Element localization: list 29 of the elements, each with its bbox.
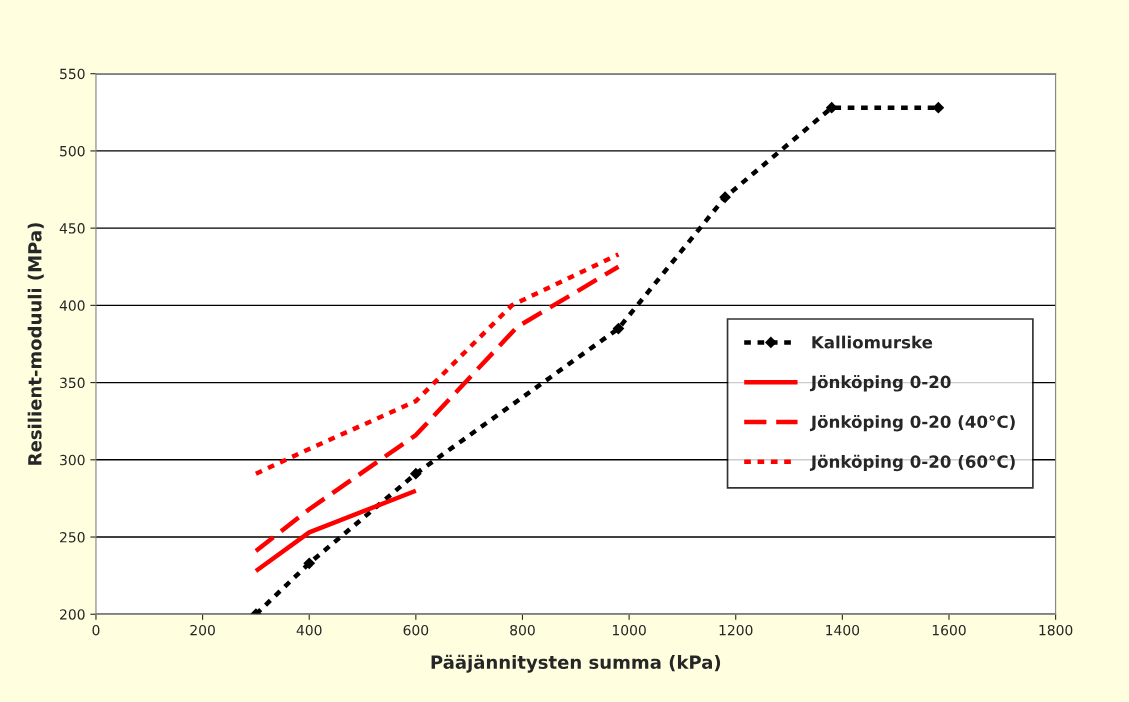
x-tick-label: 0	[92, 624, 100, 636]
y-tick-label: 550	[60, 68, 85, 80]
legend-label: Jönköping 0-20	[809, 375, 951, 392]
x-tick-label: 600	[403, 624, 429, 636]
x-tick-label: 400	[296, 624, 322, 636]
legend-label: Jönköping 0-20 (40°C)	[809, 414, 1015, 432]
point	[303, 557, 316, 570]
y-tick-label: 450	[59, 223, 85, 234]
legend-label: Jönköping 0-20 (60°C)	[809, 454, 1015, 472]
y-tick-label: 500	[60, 145, 85, 157]
y-tick-label: 400	[59, 300, 85, 311]
x-tick-label: 1400	[826, 624, 860, 636]
y-tick-label: 300	[60, 454, 85, 466]
legend-label: Kalliomurske	[812, 335, 933, 349]
y-tick-label: 250	[60, 532, 85, 543]
y-axis-title: Resilient-moduuli (MPa)	[27, 223, 44, 465]
y-tick-label: 200	[60, 609, 85, 620]
line-series	[253, 252, 621, 476]
x-tick-label: 1000	[612, 624, 646, 636]
y-tick-label: 350	[60, 377, 85, 389]
x-tick-label: 1600	[932, 624, 966, 636]
point	[719, 191, 731, 204]
x-tick-label: 1200	[719, 624, 753, 636]
x-tick-label: 200	[190, 624, 215, 636]
x-tick-label: 1800	[1039, 624, 1073, 636]
x-tick-label: 800	[510, 624, 535, 636]
point	[409, 467, 422, 480]
x-axis-title: Pääjännitysten summa (kPa)	[431, 654, 721, 673]
line-series	[253, 264, 621, 554]
